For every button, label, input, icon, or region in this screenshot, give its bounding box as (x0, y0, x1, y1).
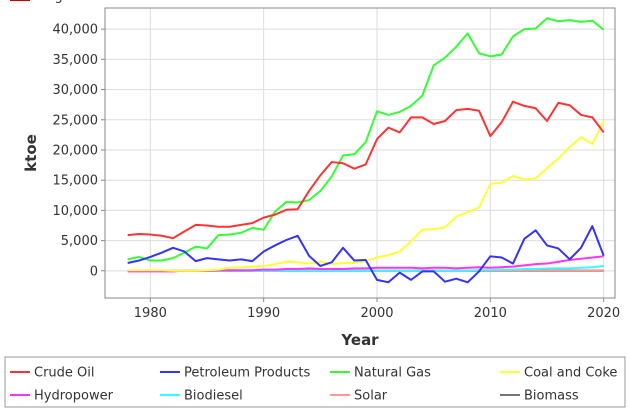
legend-label-biodiesel: Biodiesel (184, 389, 243, 404)
y-tick-label-2: 10,000 (53, 204, 99, 219)
x-tick-label-0: 1980 (134, 306, 167, 321)
y-tick-label-0: 0 (90, 264, 98, 279)
gridlines (105, 8, 615, 298)
legend-label-crude-oil: Crude Oil (34, 366, 95, 381)
series-line-natural-gas (127, 17, 605, 262)
legend-label-natural-gas: Natural Gas (354, 366, 431, 381)
legend-label-petroleum-products: Petroleum Products (184, 366, 310, 381)
y-tick-label-6: 30,000 (53, 83, 99, 98)
legend-frame (4, 356, 626, 408)
x-axis-ticks: 1980 1990 2000 2010 2020 (134, 298, 620, 321)
x-tick-label-4: 2020 (587, 306, 620, 321)
legend-label-coal-and-coke: Coal and Coke (524, 366, 617, 381)
plot-area-frame (104, 7, 616, 299)
y-tick-label-7: 35,000 (53, 53, 99, 68)
y-axis-ticks: 0 5,000 10,000 15,000 20,000 25,000 30,000 35,0… (53, 23, 105, 279)
y-axis-title: ktoe (22, 134, 40, 172)
y-tick-label-1: 5,000 (61, 234, 98, 249)
series-line-petroleum-products (127, 225, 605, 284)
y-tick-label-3: 15,000 (53, 174, 99, 189)
series-line-crude-oil (127, 100, 605, 240)
y-tick-label-5: 25,000 (53, 113, 99, 128)
x-tick-label-1: 1990 (247, 306, 280, 321)
series-lines (127, 17, 605, 284)
x-tick-label-3: 2010 (474, 306, 507, 321)
legend: Crude Oil Petroleum Products Natural Gas Co… (10, 0, 617, 404)
legend-label-biomass: Biomass (524, 389, 579, 404)
x-axis-title: Year (340, 331, 379, 349)
y-tick-label-8: 40,000 (53, 23, 99, 38)
x-tick-label-2: 2000 (360, 306, 393, 321)
y-tick-label-4: 20,000 (53, 143, 99, 158)
legend-label-solar: Solar (354, 389, 388, 404)
legend-label-hydropower: Hydropower (34, 389, 114, 404)
legend-label-biogas: Biogas (34, 0, 78, 4)
